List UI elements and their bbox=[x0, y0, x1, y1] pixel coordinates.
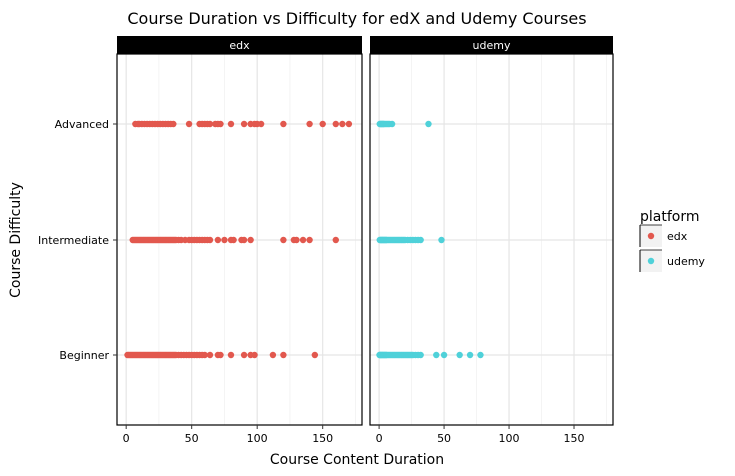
data-point bbox=[433, 351, 440, 359]
data-point bbox=[251, 351, 258, 359]
x-tick-label: 150 bbox=[312, 432, 333, 445]
data-point bbox=[417, 351, 424, 359]
data-point bbox=[214, 236, 222, 244]
data-point bbox=[332, 236, 339, 244]
data-point bbox=[306, 120, 313, 128]
facet-panel-udemy: udemy 0 50 100 150 bbox=[369, 36, 614, 445]
data-point bbox=[185, 120, 193, 128]
data-point bbox=[217, 351, 224, 359]
x-tick-label: 50 bbox=[185, 432, 199, 445]
data-point bbox=[240, 120, 248, 128]
y-axis-title: Course Difficulty bbox=[8, 182, 24, 298]
y-tick-label: Intermediate bbox=[38, 234, 109, 247]
data-point bbox=[440, 351, 448, 359]
data-point bbox=[466, 351, 474, 359]
facet-strip-label: edx bbox=[229, 39, 250, 52]
data-point bbox=[240, 351, 248, 359]
data-point bbox=[477, 351, 484, 359]
legend-title: platform bbox=[640, 209, 700, 225]
data-point bbox=[227, 351, 235, 359]
legend-marker-edx bbox=[647, 232, 655, 240]
data-point bbox=[280, 351, 287, 359]
legend-marker-udemy bbox=[647, 257, 655, 265]
data-point bbox=[240, 236, 248, 244]
data-point bbox=[280, 120, 287, 128]
data-point bbox=[345, 120, 353, 128]
x-tick-label: 50 bbox=[437, 432, 451, 445]
y-tick-label: Beginner bbox=[59, 349, 109, 362]
data-point bbox=[417, 236, 424, 244]
y-axis: Beginner Intermediate Advanced bbox=[38, 118, 117, 362]
data-point bbox=[293, 236, 300, 244]
data-point bbox=[388, 120, 396, 128]
legend-label-udemy: udemy bbox=[667, 255, 705, 268]
data-point bbox=[206, 236, 214, 244]
x-axis-title: Course Content Duration bbox=[270, 452, 444, 468]
data-point bbox=[221, 236, 228, 244]
legend: platform edx udemy bbox=[639, 209, 705, 272]
data-point bbox=[332, 120, 339, 128]
data-point bbox=[230, 236, 237, 244]
data-point bbox=[269, 351, 277, 359]
data-point bbox=[206, 120, 214, 128]
legend-label-edx: edx bbox=[667, 230, 688, 243]
data-point bbox=[170, 120, 177, 128]
data-point bbox=[339, 120, 346, 128]
data-point bbox=[201, 351, 208, 359]
x-tick-label: 0 bbox=[376, 432, 383, 445]
panel-border bbox=[369, 53, 614, 426]
data-point bbox=[425, 120, 432, 128]
facet-panel-edx: edx 0 50 100 150 bbox=[116, 36, 363, 445]
data-point bbox=[257, 120, 265, 128]
data-point bbox=[311, 351, 319, 359]
data-point bbox=[456, 351, 463, 359]
data-point bbox=[227, 120, 235, 128]
x-tick-label: 100 bbox=[499, 432, 520, 445]
x-tick-label: 0 bbox=[123, 432, 130, 445]
data-point bbox=[438, 236, 445, 244]
data-point bbox=[280, 236, 287, 244]
y-tick-label: Advanced bbox=[55, 118, 109, 131]
data-point bbox=[299, 236, 307, 244]
data-point bbox=[319, 120, 326, 128]
data-point bbox=[247, 236, 254, 244]
x-tick-label: 100 bbox=[247, 432, 268, 445]
data-point bbox=[206, 351, 214, 359]
chart-title: Course Duration vs Difficulty for edX an… bbox=[127, 9, 586, 28]
facet-strip-label: udemy bbox=[473, 39, 511, 52]
facet-strip-udemy bbox=[370, 36, 613, 54]
data-point bbox=[217, 120, 224, 128]
x-tick-label: 150 bbox=[564, 432, 585, 445]
data-point bbox=[306, 236, 313, 244]
facet-strip-edx bbox=[117, 36, 362, 54]
